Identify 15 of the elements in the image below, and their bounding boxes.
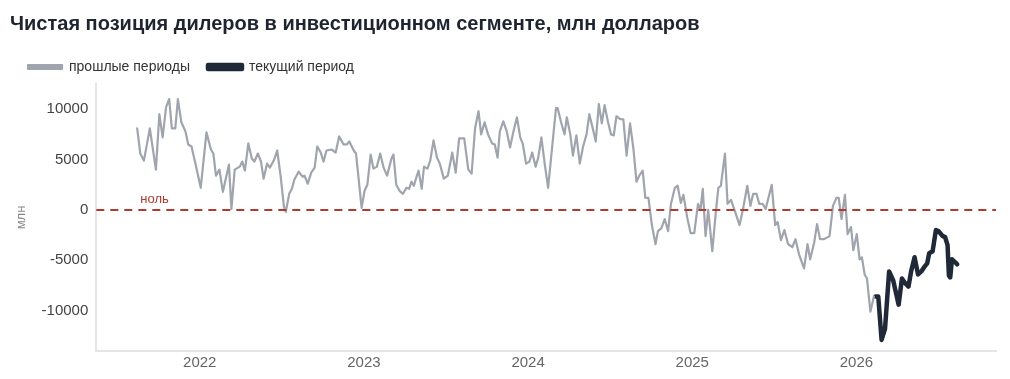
y-tick-label: -5000 [49,250,89,268]
x-tick-label: 2024 [511,353,545,371]
y-tick-label: 0 [79,200,89,218]
y-tick-label: -10000 [41,300,89,318]
x-tick-label: 2025 [675,353,709,371]
chart-title: Чистая позиция дилеров в инвестиционном сегменте, млн долларов [10,11,700,34]
legend-label: текущий период [248,57,354,74]
y-axis-title: млн [13,205,29,230]
x-tick-label: 2022 [183,353,217,371]
x-tick-label: 2023 [347,353,381,371]
y-tick-label: 5000 [54,149,89,167]
y-tick-label: 10000 [46,99,89,117]
x-tick-label: 2026 [839,353,874,371]
ref-line-label: ноль [140,191,170,207]
legend-label: прошлые периоды [69,57,190,74]
